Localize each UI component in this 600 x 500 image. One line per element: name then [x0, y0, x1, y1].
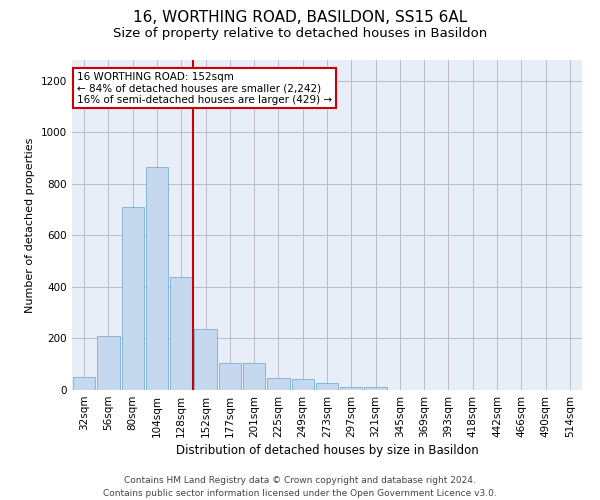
Bar — [292, 379, 314, 390]
Text: Size of property relative to detached houses in Basildon: Size of property relative to detached ho… — [113, 28, 487, 40]
X-axis label: Distribution of detached houses by size in Basildon: Distribution of detached houses by size … — [176, 444, 478, 457]
Bar — [243, 363, 265, 390]
Text: 16 WORTHING ROAD: 152sqm
← 84% of detached houses are smaller (2,242)
16% of sem: 16 WORTHING ROAD: 152sqm ← 84% of detach… — [77, 72, 332, 105]
Bar — [73, 377, 95, 390]
Bar — [170, 276, 193, 390]
Text: 16, WORTHING ROAD, BASILDON, SS15 6AL: 16, WORTHING ROAD, BASILDON, SS15 6AL — [133, 10, 467, 25]
Y-axis label: Number of detached properties: Number of detached properties — [25, 138, 35, 312]
Bar — [364, 388, 387, 390]
Bar — [97, 336, 119, 390]
Bar — [218, 363, 241, 390]
Bar — [194, 330, 217, 390]
Bar — [316, 383, 338, 390]
Bar — [340, 388, 362, 390]
Bar — [122, 207, 144, 390]
Bar — [267, 378, 290, 390]
Bar — [146, 167, 168, 390]
Text: Contains HM Land Registry data © Crown copyright and database right 2024.
Contai: Contains HM Land Registry data © Crown c… — [103, 476, 497, 498]
